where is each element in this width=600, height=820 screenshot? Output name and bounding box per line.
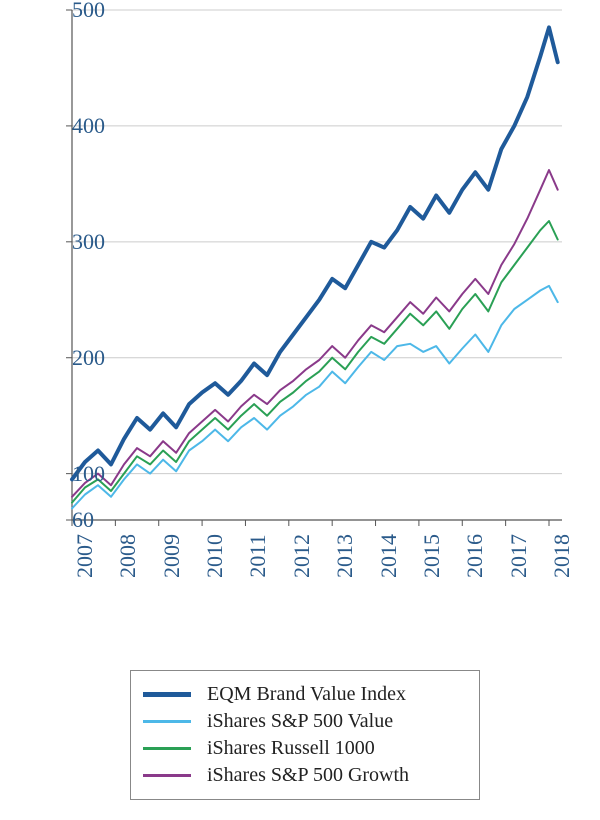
- legend-label: iShares S&P 500 Growth: [207, 764, 409, 787]
- xtick-label: 2013: [332, 534, 358, 578]
- xtick-label: 2009: [159, 534, 185, 578]
- xtick-label: 2007: [72, 534, 98, 578]
- legend-label: EQM Brand Value Index: [207, 683, 406, 706]
- legend-swatch: [143, 692, 191, 697]
- xtick-label: 2015: [419, 534, 445, 578]
- xtick-label: 2011: [245, 534, 271, 577]
- xtick-label: 2008: [115, 534, 141, 578]
- legend: EQM Brand Value Index iShares S&P 500 Val…: [130, 670, 480, 800]
- series-eqm: [72, 27, 558, 479]
- legend-item-sp500growth: iShares S&P 500 Growth: [143, 762, 467, 789]
- legend-item-sp500value: iShares S&P 500 Value: [143, 708, 467, 735]
- legend-swatch: [143, 720, 191, 723]
- legend-swatch: [143, 747, 191, 750]
- legend-swatch: [143, 774, 191, 777]
- chart-svg: [30, 10, 570, 520]
- series-sp500growth: [72, 170, 558, 497]
- xtick-label: 2017: [506, 534, 532, 578]
- xtick-label: 2014: [376, 534, 402, 578]
- series-sp500value: [72, 286, 558, 509]
- legend-label: iShares S&P 500 Value: [207, 710, 393, 733]
- series-russell1000: [72, 221, 558, 503]
- xtick-label: 2012: [289, 534, 315, 578]
- xtick-label: 2016: [462, 534, 488, 578]
- xtick-label: 2010: [202, 534, 228, 578]
- xtick-label: 2018: [549, 534, 575, 578]
- legend-item-eqm: EQM Brand Value Index: [143, 681, 467, 708]
- legend-item-russell1000: iShares Russell 1000: [143, 735, 467, 762]
- line-chart: 60100200300400500 2007200820092010201120…: [30, 10, 570, 630]
- legend-label: iShares Russell 1000: [207, 737, 375, 760]
- chart-container: { "chart": { "type": "line", "width_px":…: [0, 0, 600, 820]
